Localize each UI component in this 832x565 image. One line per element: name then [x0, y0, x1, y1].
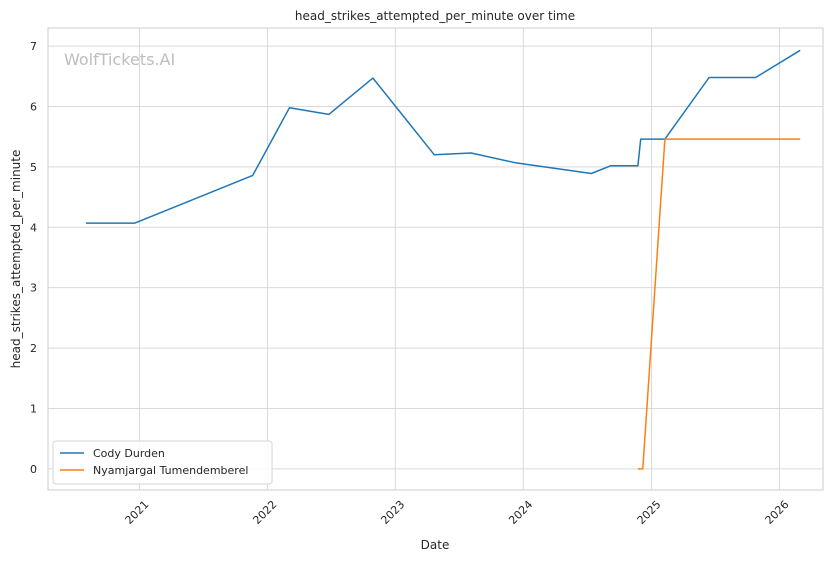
y-tick-label: 4: [30, 221, 37, 234]
watermark: WolfTickets.AI: [64, 50, 175, 69]
x-tick-label: 2026: [763, 498, 792, 527]
series-line-nyamjargal-tumendemberel: [637, 138, 801, 470]
x-tick-label: 2023: [378, 498, 407, 527]
legend-box: [52, 440, 273, 485]
y-tick-label: 7: [30, 40, 37, 53]
plot-area-frame: [47, 27, 824, 491]
grid: [48, 28, 823, 490]
y-tick-label: 6: [30, 101, 37, 114]
y-tick-label: 2: [30, 342, 37, 355]
x-axis-label: Date: [421, 538, 450, 552]
legend: Cody Durden Nyamjargal Tumendemberel: [52, 440, 273, 485]
x-tick-label: 2022: [250, 498, 279, 527]
chart-title: head_strikes_attempted_per_minute over t…: [295, 9, 575, 23]
x-tick-label: 2021: [123, 498, 152, 527]
y-tick-label: 0: [30, 463, 37, 476]
y-tick-label: 3: [30, 282, 37, 295]
series-line-cody-durden: [85, 49, 801, 224]
legend-label-cody-durden: Cody Durden: [93, 447, 165, 460]
series-lines: [85, 49, 801, 470]
y-tick-label: 1: [30, 402, 37, 415]
x-tick-label: 2025: [635, 498, 664, 527]
y-tick-label: 5: [30, 161, 37, 174]
x-tick-label: 2024: [506, 498, 535, 527]
y-axis-label: head_strikes_attempted_per_minute: [9, 150, 23, 369]
legend-label-nyamjargal-tumendemberel: Nyamjargal Tumendemberel: [93, 464, 248, 477]
